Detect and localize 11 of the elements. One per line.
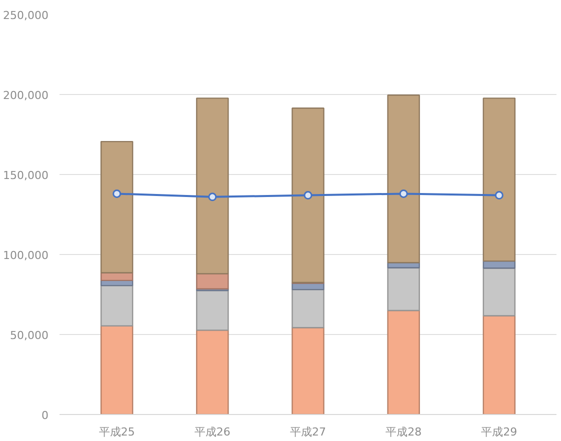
x-tick-label: 平成27 [290, 426, 326, 438]
y-tick-label: 50,000 [10, 329, 49, 342]
x-tick-label: 平成25 [98, 426, 135, 438]
y-tick-label: 250,000 [3, 9, 49, 22]
x-tick-label: 平成26 [194, 426, 230, 438]
x-tick-label: 平成29 [481, 426, 518, 438]
y-tick-label: 0 [42, 409, 48, 422]
y-tick-label: 100,000 [3, 249, 49, 262]
x-tick-label: 平成28 [386, 426, 422, 438]
y-tick-label: 150,000 [3, 169, 49, 182]
y-tick-label: 200,000 [3, 89, 49, 102]
